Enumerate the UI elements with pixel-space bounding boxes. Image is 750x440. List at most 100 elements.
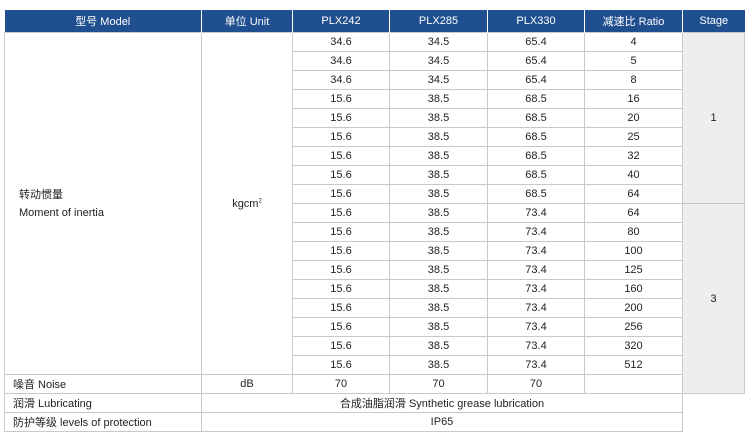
noise-plx285: 70: [389, 374, 488, 394]
plx330-value: 73.4: [487, 355, 585, 375]
header-plx242: PLX242: [292, 10, 390, 33]
plx330-value: 73.4: [487, 241, 585, 261]
inertia-unit-base: kgcm: [232, 197, 259, 210]
plx285-value: 38.5: [389, 203, 488, 223]
plx285-value: 38.5: [389, 317, 488, 337]
plx330-value: 73.4: [487, 336, 585, 356]
plx285-value: 38.5: [389, 241, 488, 261]
plx330-value: 68.5: [487, 89, 585, 109]
ratio-value: 25: [584, 127, 683, 147]
ratio-value: 100: [584, 241, 683, 261]
stage-3-value: 3: [682, 203, 745, 394]
plx285-value: 38.5: [389, 260, 488, 280]
plx285-value: 38.5: [389, 336, 488, 356]
plx242-value: 34.6: [292, 70, 390, 90]
table-row: 15.6 38.5 73.4 100: [5, 241, 745, 261]
plx330-value: 68.5: [487, 165, 585, 185]
plx285-value: 34.5: [389, 70, 488, 90]
plx242-value: 15.6: [292, 108, 390, 128]
noise-unit: dB: [201, 374, 293, 394]
plx330-value: 73.4: [487, 298, 585, 318]
ratio-value: 80: [584, 222, 683, 242]
protection-row: 防护等级 levels of protection IP65: [4, 412, 745, 432]
plx242-value: 15.6: [292, 260, 390, 280]
plx285-value: 38.5: [389, 298, 488, 318]
noise-ratio-empty: [584, 374, 683, 394]
table-row: 15.6 38.5 73.4 256: [5, 317, 745, 337]
protection-value: IP65: [201, 412, 683, 432]
header-plx285: PLX285: [389, 10, 488, 33]
plx242-value: 34.6: [292, 51, 390, 71]
ratio-value: 200: [584, 298, 683, 318]
plx242-value: 15.6: [292, 317, 390, 337]
ratio-value: 5: [584, 51, 683, 71]
noise-row: 噪音 Noise dB 70 70 70: [4, 374, 745, 394]
spec-table: 型号 Model 单位 Unit PLX242 PLX285 PLX330 减速…: [4, 10, 745, 432]
plx242-value: 15.6: [292, 355, 390, 375]
table-row: 15.6 38.5 73.4 80: [5, 222, 745, 242]
plx285-value: 38.5: [389, 184, 488, 204]
plx242-value: 15.6: [292, 203, 390, 223]
lubricating-row: 润滑 Lubricating 合成油脂润滑 Synthetic grease lu…: [4, 393, 745, 413]
table-row: 15.6 38.5 68.5 32: [5, 146, 745, 166]
table-row: 15.6 38.5 68.5 64: [5, 184, 745, 204]
header-row: 型号 Model 单位 Unit PLX242 PLX285 PLX330 减速…: [4, 10, 745, 33]
plx242-value: 15.6: [292, 146, 390, 166]
noise-plx330: 70: [487, 374, 585, 394]
plx330-value: 73.4: [487, 279, 585, 299]
ratio-value: 16: [584, 89, 683, 109]
table-row: 转动惯量 Moment of inertia kgcm2 34.6 34.5 65.4 4 1: [4, 32, 745, 375]
ratio-value: 64: [584, 184, 683, 204]
plx285-value: 38.5: [389, 127, 488, 147]
ratio-value: 160: [584, 279, 683, 299]
plx330-value: 73.4: [487, 260, 585, 280]
table-row: 15.6 38.5 73.4 160: [5, 279, 745, 299]
header-stage: Stage: [682, 10, 745, 33]
plx330-value: 68.5: [487, 184, 585, 204]
plx285-value: 34.5: [389, 51, 488, 71]
plx330-value: 68.5: [487, 127, 585, 147]
plx242-value: 15.6: [292, 279, 390, 299]
protection-label: 防护等级 levels of protection: [4, 412, 202, 432]
plx242-value: 15.6: [292, 222, 390, 242]
ratio-value: 40: [584, 165, 683, 185]
stage-1-value: 1: [682, 32, 745, 204]
plx285-value: 38.5: [389, 279, 488, 299]
table-row: 15.6 38.5 68.5 20: [5, 108, 745, 128]
plx242-value: 15.6: [292, 127, 390, 147]
plx242-value: 15.6: [292, 336, 390, 356]
plx242-value: 15.6: [292, 241, 390, 261]
plx285-value: 38.5: [389, 89, 488, 109]
inertia-label-cn: 转动惯量: [19, 188, 63, 201]
ratio-value: 4: [584, 32, 683, 52]
ratio-value: 8: [584, 70, 683, 90]
inertia-unit-sup: 2: [258, 197, 262, 204]
plx330-value: 68.5: [487, 146, 585, 166]
plx330-value: 65.4: [487, 70, 585, 90]
plx242-value: 15.6: [292, 184, 390, 204]
plx285-value: 38.5: [389, 108, 488, 128]
plx285-value: 38.5: [389, 222, 488, 242]
ratio-value: 512: [584, 355, 683, 375]
ratio-value: 125: [584, 260, 683, 280]
inertia-label-en: Moment of inertia: [19, 206, 104, 219]
plx285-value: 38.5: [389, 355, 488, 375]
plx330-value: 73.4: [487, 222, 585, 242]
ratio-value: 320: [584, 336, 683, 356]
header-unit: 单位 Unit: [201, 10, 293, 33]
plx242-value: 15.6: [292, 298, 390, 318]
table-body: 转动惯量 Moment of inertia kgcm2 34.6 34.5 65.4 4 1…: [4, 32, 745, 432]
plx285-value: 38.5: [389, 165, 488, 185]
ratio-value: 32: [584, 146, 683, 166]
inertia-unit: kgcm2: [201, 32, 293, 375]
plx330-value: 65.4: [487, 51, 585, 71]
lubricating-value: 合成油脂润滑 Synthetic grease lubrication: [201, 393, 683, 413]
table-row: 15.6 38.5 73.4 320: [5, 336, 745, 356]
plx242-value: 15.6: [292, 165, 390, 185]
header-model: 型号 Model: [4, 10, 202, 33]
plx330-value: 68.5: [487, 108, 585, 128]
plx242-value: 34.6: [292, 32, 390, 52]
lubricating-label: 润滑 Lubricating: [4, 393, 202, 413]
inertia-label: 转动惯量 Moment of inertia: [4, 32, 202, 375]
plx330-value: 73.4: [487, 317, 585, 337]
